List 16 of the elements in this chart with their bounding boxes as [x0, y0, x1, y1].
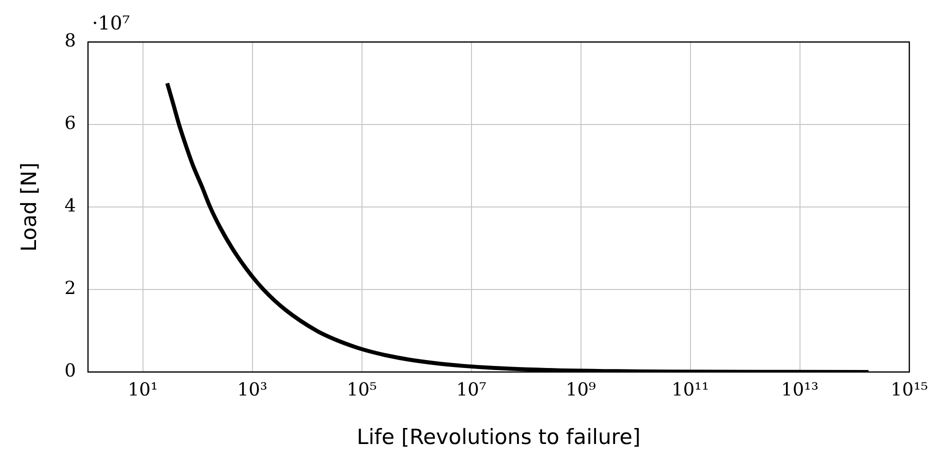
x-axis-title: Life [Revolutions to failure]	[356, 424, 641, 449]
x-tick-label: 10¹¹	[672, 379, 709, 400]
x-tick-label: 10¹	[128, 379, 158, 400]
y-axis-title: Load [N]	[17, 162, 42, 252]
y-tick-label: 8	[64, 30, 76, 52]
x-tick-label: 10¹³	[781, 379, 818, 400]
x-tick-label: 10⁵	[346, 379, 377, 400]
x-tick-label: 10³	[237, 379, 268, 400]
x-tick-label: 10⁷	[456, 379, 486, 400]
y-tick-label: 4	[64, 196, 76, 217]
y-tick-label: 6	[64, 113, 76, 134]
x-tick-label: 10⁹	[566, 379, 596, 400]
y-tick-label: 2	[64, 278, 76, 300]
x-tick-label: 10¹⁵	[890, 379, 928, 400]
y-tick-label: 0	[64, 360, 76, 382]
text: ·10⁷	[92, 12, 130, 34]
